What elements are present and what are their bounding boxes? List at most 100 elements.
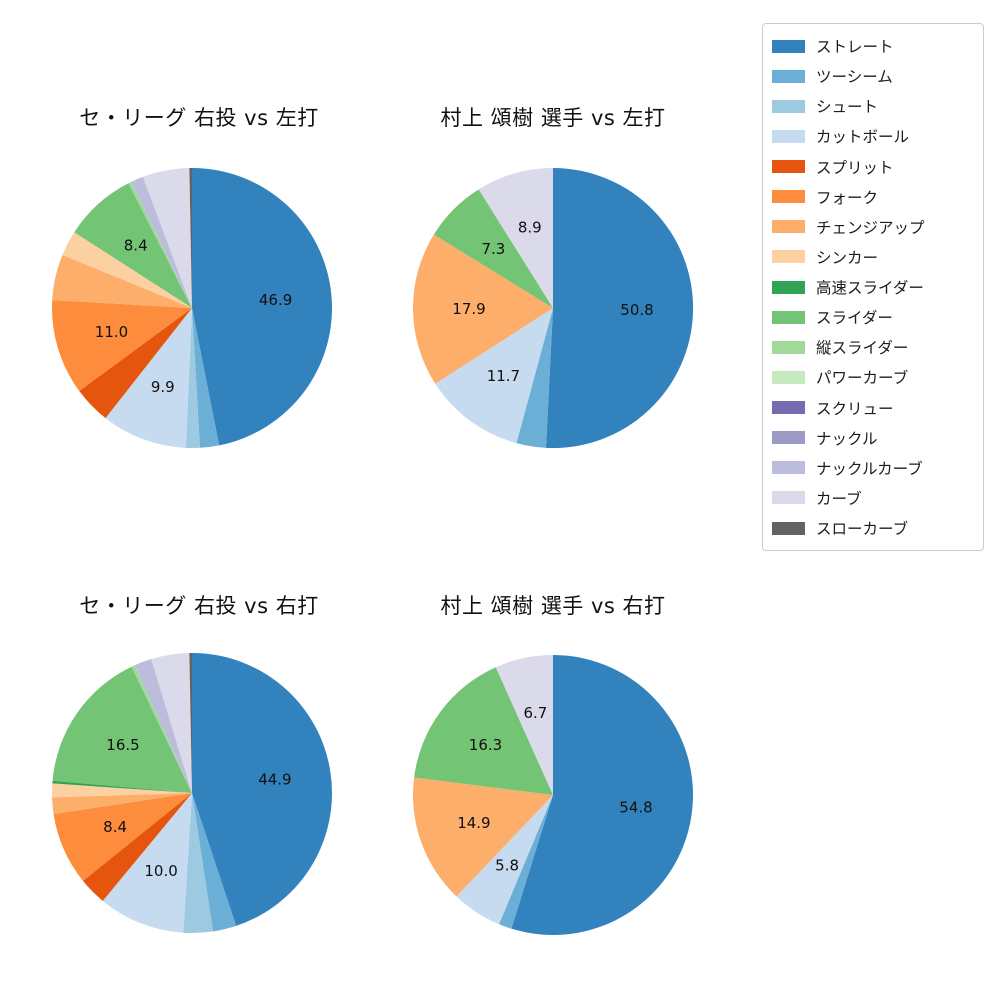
pie-chart-murakami-vs-right: 54.8 5.8 14.9 16.3 6.7: [412, 655, 693, 935]
pie-chart-league-vs-right: 44.9 10.0 8.4 16.5: [51, 652, 332, 933]
pie-slice: [142, 168, 192, 308]
pie-slice: [131, 176, 192, 308]
pie-slice: [52, 666, 192, 793]
pie-slice: [192, 653, 332, 926]
legend-item: カーブ: [772, 483, 983, 513]
legend-item: スローカーブ: [772, 513, 983, 543]
slice-value-label: 14.9: [457, 814, 490, 832]
pie-slice: [52, 254, 192, 308]
pie-slice: [516, 308, 553, 448]
pie-slice: [53, 793, 193, 881]
pie-slice: [413, 234, 553, 384]
legend-label: カットボール: [816, 128, 910, 147]
pie-chart-league-vs-left: 46.9 9.9 11.0 8.4: [51, 167, 332, 448]
slice-value-label: 46.9: [259, 291, 292, 309]
pie-slice: [183, 793, 214, 933]
pie-slice: [134, 659, 192, 793]
pie-slice: [433, 189, 553, 308]
legend-label: ストレート: [816, 38, 894, 56]
legend-swatch: [772, 69, 805, 83]
pie-slice: [192, 793, 237, 932]
legend-swatch: [772, 220, 805, 234]
slice-value-label: 7.3: [481, 240, 505, 258]
slice-value-label: 9.9: [151, 378, 175, 396]
pie-slice: [74, 183, 192, 308]
legend-label: ナックルカーブ: [816, 459, 923, 478]
legend-item: カットボール: [772, 121, 983, 151]
legend-swatch: [772, 491, 805, 505]
legend-item: スライダー: [772, 302, 983, 332]
legend-item: シンカー: [772, 242, 983, 272]
legend-swatch: [772, 310, 805, 324]
legend-item: チェンジアップ: [772, 212, 983, 242]
slice-value-label: 11.0: [95, 323, 128, 341]
pie-slice: [192, 308, 220, 448]
slice-value-label: 8.4: [124, 237, 148, 255]
slice-value-label: 6.7: [523, 704, 547, 722]
legend-label: スライダー: [816, 309, 893, 328]
pie-slice: [105, 308, 192, 448]
legend-item: 縦スライダー: [772, 332, 983, 362]
chart-title-top-left: セ・リーグ 右投 vs 左打: [79, 106, 319, 130]
legend-item: スプリット: [772, 152, 983, 182]
slice-value-label: 8.9: [518, 218, 542, 236]
pie-slice: [478, 168, 553, 308]
legend-item: シュート: [772, 91, 983, 121]
slice-value-label: 11.7: [487, 367, 520, 385]
legend-label: スローカーブ: [816, 520, 909, 538]
pie-slice: [51, 783, 192, 798]
pie-slice: [102, 793, 192, 933]
pie-slice: [151, 653, 192, 793]
legend-swatch: [772, 99, 805, 113]
pie-slice: [52, 793, 192, 815]
pie-slice: [51, 300, 192, 391]
legend-label: スプリット: [816, 158, 894, 177]
pie-slice: [499, 795, 553, 929]
legend-item: スクリュー: [772, 393, 983, 423]
pie-slice: [456, 795, 553, 925]
pie-slice: [128, 181, 192, 308]
legend-label: スクリュー: [816, 399, 894, 418]
legend-swatch: [772, 521, 805, 535]
legend-item: ナックル: [772, 423, 983, 453]
legend-label: シンカー: [816, 248, 879, 267]
legend-label: ツーシーム: [816, 68, 893, 87]
legend-swatch: [772, 250, 805, 264]
slice-value-label: 50.8: [620, 301, 653, 319]
legend-item: フォーク: [772, 182, 983, 212]
slice-value-label: 16.5: [106, 736, 139, 754]
pie-slice: [189, 652, 192, 793]
legend-swatch: [772, 431, 805, 445]
slice-value-label: 10.0: [144, 862, 177, 880]
legend-swatch: [772, 280, 805, 294]
slice-value-label: 8.4: [103, 818, 127, 836]
legend-swatch: [772, 461, 805, 475]
legend-swatch: [772, 39, 805, 53]
legend-item: ツーシーム: [772, 61, 983, 91]
legend-item: ナックルカーブ: [772, 453, 983, 483]
legend-item: ストレート: [772, 31, 983, 61]
pie-slice: [79, 308, 192, 419]
legend-swatch: [772, 190, 805, 204]
pie-slice: [83, 793, 192, 901]
legend-swatch: [772, 129, 805, 143]
legend: ストレートツーシームシュートカットボール スプリットフォーク チェンジアップシンカー…: [762, 23, 984, 551]
chart-title-bottom-right: 村上 頌樹 選手 vs 右打: [440, 594, 666, 618]
pie-slice: [511, 655, 693, 935]
chart-title-bottom-left: セ・リーグ 右投 vs 右打: [79, 594, 319, 618]
legend-label: カーブ: [816, 489, 862, 508]
legend-item: パワーカーブ: [772, 362, 983, 392]
legend-swatch: [772, 401, 805, 414]
slice-value-label: 54.8: [619, 799, 652, 817]
slice-value-label: 44.9: [258, 771, 291, 789]
pie-slice: [435, 308, 553, 444]
pie-slice: [495, 655, 553, 795]
slice-value-label: 17.9: [452, 300, 485, 318]
pie-chart-murakami-vs-left: 50.8 11.7 17.9 7.3 8.9: [413, 167, 694, 448]
slice-value-label: 16.3: [469, 736, 502, 754]
pie-slice: [131, 665, 192, 793]
legend-swatch: [772, 370, 805, 384]
legend-item: 高速スライダー: [772, 272, 983, 302]
legend-label: 高速スライダー: [816, 279, 924, 297]
